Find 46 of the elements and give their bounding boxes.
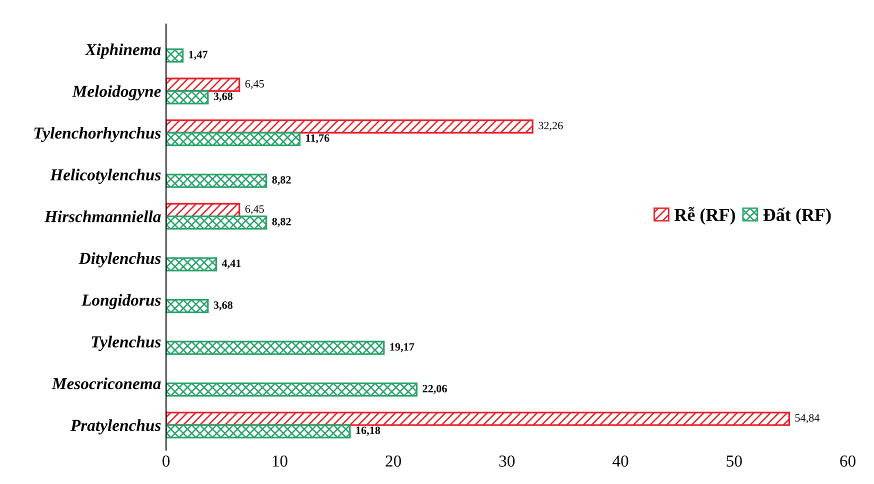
bar [166, 78, 240, 92]
y-tick-label: Mesocriconema [52, 378, 161, 390]
y-tick-label: Pratylenchus [70, 419, 161, 434]
data-label: 11,76 [306, 134, 330, 144]
data-label: 3,68 [214, 92, 233, 102]
data-label: 19,17 [390, 343, 414, 352]
data-label: 8,82 [272, 176, 291, 186]
bar [166, 215, 268, 230]
bar [166, 132, 301, 146]
data-label: 4,41 [222, 260, 241, 269]
x-tick-label: 60 [840, 455, 856, 467]
bar [166, 340, 385, 355]
x-tick-label: 0 [162, 455, 170, 467]
data-label: 6,45 [245, 205, 264, 214]
y-tick-label: Hirschmanniella [44, 210, 161, 222]
y-tick-label: Xiphinema [84, 43, 161, 59]
data-label: 32,26 [538, 122, 563, 131]
x-tick-label: 20 [386, 455, 401, 467]
bar [166, 298, 209, 314]
x-tick-label: 40 [612, 455, 628, 467]
bar [166, 119, 534, 134]
x-tick-label: 30 [499, 455, 515, 467]
legend-label: Đất (RF) [763, 208, 831, 225]
x-tick-label: 50 [726, 455, 742, 467]
bar [166, 382, 418, 397]
data-label: 1,47 [189, 50, 208, 60]
bar [166, 412, 790, 426]
data-label: 16,18 [356, 426, 380, 436]
y-tick-label: Meloidogyne [72, 85, 161, 100]
bar [166, 90, 209, 104]
legend-label: Rễ (RF) [674, 207, 735, 225]
bar [166, 424, 351, 438]
y-tick-label: Ditylenchus [78, 252, 161, 268]
x-tick-label: 10 [272, 455, 288, 467]
bar [166, 257, 217, 272]
data-label: 6,45 [245, 80, 264, 90]
bar [166, 174, 268, 188]
data-label: 3,68 [214, 301, 233, 310]
y-tick-label: Tylenchorhynchus [34, 126, 161, 142]
y-tick-label: Longidorus [81, 294, 161, 310]
y-tick-label: Helicotylenchus [50, 168, 161, 184]
bar [166, 48, 184, 63]
data-label: 22,06 [422, 384, 447, 394]
data-label: 54,84 [795, 414, 820, 424]
y-tick-label: Tylenchus [92, 336, 161, 351]
data-label: 8,82 [272, 218, 291, 227]
